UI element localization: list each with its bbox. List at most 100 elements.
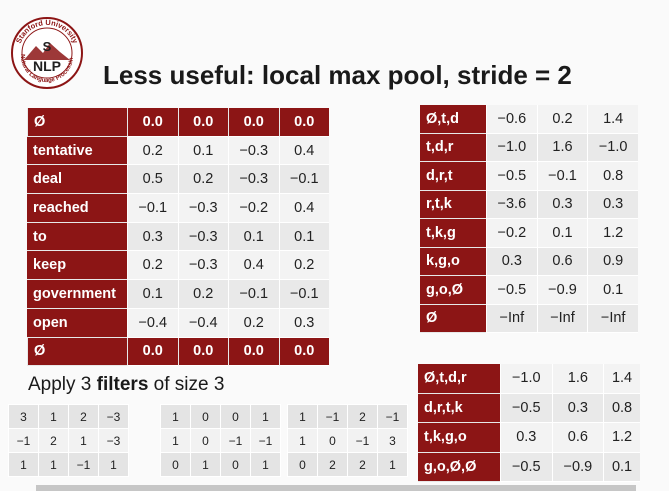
value-cell: −0.4 — [127, 308, 178, 338]
filter-cell: 1 — [160, 404, 191, 429]
value-cell: 0.0 — [278, 108, 329, 137]
filter-cell: −3 — [98, 404, 129, 429]
row-label: Ø,t,d,r — [418, 364, 500, 394]
value-cell: −0.2 — [486, 219, 537, 248]
filter-cell: 2 — [347, 452, 378, 477]
filter-cell: −1 — [220, 428, 251, 453]
value-cell: 0.9 — [587, 247, 638, 276]
filter-cell: 1 — [38, 404, 69, 429]
value-cell: 0.1 — [603, 452, 640, 482]
table-row: t,k,g,o 0.3 0.6 1.2 — [418, 423, 640, 453]
filter-row: 1 0 −1 3 — [287, 428, 408, 453]
filter-cell: 1 — [250, 452, 281, 477]
filter-cell: −1 — [8, 428, 39, 453]
table-row: deal 0.5 0.2 −0.3 −0.1 — [27, 165, 329, 195]
value-cell: 1.2 — [587, 219, 638, 248]
row-label: k,g,o — [420, 247, 486, 276]
value-cell: −0.3 — [177, 222, 228, 252]
filter-cell: −1 — [68, 452, 99, 477]
pooled-output-table: Ø,t,d,r −1.0 1.6 1.4 d,r,t,k −0.5 0.3 0.8 t,k,g,… — [418, 364, 640, 482]
value-cell: 1.4 — [603, 364, 640, 394]
apply-filters-text: Apply 3 filters of size 3 — [28, 374, 224, 396]
value-cell: 0.3 — [536, 190, 588, 219]
value-cell: 0.0 — [278, 337, 329, 367]
value-cell: 0.0 — [127, 108, 178, 137]
filter-cell: 0 — [190, 428, 221, 453]
table-row: d,r,t −0.5 −0.1 0.8 — [420, 162, 638, 191]
logo-s-letter: S — [43, 39, 52, 54]
row-label: d,r,t,k — [418, 393, 500, 423]
value-cell: 0.1 — [536, 219, 588, 248]
value-cell: 0.2 — [177, 280, 228, 309]
table-row: t,d,r −1.0 1.6 −1.0 — [420, 133, 638, 162]
stanford-nlp-logo: Stanford University Natural Language Pro… — [10, 16, 83, 89]
filter-row: 1 1 −1 1 — [8, 452, 129, 477]
filter-1-table: 3 1 2 −3 −1 2 1 −3 1 1 −1 1 — [8, 404, 129, 477]
filter-cell: 1 — [377, 452, 408, 477]
value-cell: 0.0 — [177, 108, 228, 137]
row-label: t,k,g — [420, 219, 486, 248]
value-cell: 0.5 — [127, 165, 178, 195]
row-label: deal — [27, 165, 127, 195]
table-row: to 0.3 −0.3 0.1 0.1 — [27, 222, 329, 252]
table-row: open −0.4 −0.4 0.2 0.3 — [27, 308, 329, 338]
value-cell: 1.2 — [603, 423, 640, 453]
row-label: to — [27, 222, 127, 252]
value-cell: −3.6 — [486, 190, 537, 219]
header-row: Ø 0.0 0.0 0.0 0.0 — [27, 108, 329, 137]
value-cell: 0.4 — [278, 194, 329, 223]
filter-row: −1 2 1 −3 — [8, 428, 129, 453]
value-cell: −0.3 — [177, 194, 228, 223]
value-cell: 0.3 — [500, 423, 552, 453]
value-cell: −0.1 — [536, 162, 588, 191]
table-row: Ø,t,d −0.6 0.2 1.4 — [420, 105, 638, 134]
row-label: government — [27, 280, 127, 309]
value-cell: 0.0 — [177, 337, 228, 367]
video-progress-bar[interactable] — [36, 485, 636, 491]
row-label: reached — [27, 194, 127, 223]
value-cell: −Inf — [486, 304, 537, 333]
filter-cell: 0 — [160, 452, 191, 477]
value-cell: 0.6 — [536, 247, 588, 276]
filter-cell: −1 — [347, 428, 378, 453]
row-label: t,d,r — [420, 133, 486, 162]
value-cell: 0.6 — [551, 423, 604, 453]
row-label: g,o,Ø — [420, 276, 486, 305]
filter-3-table: 1 −1 2 −1 1 0 −1 3 0 2 2 1 — [287, 404, 408, 477]
filter-cell: −1 — [250, 428, 281, 453]
row-label: g,o,Ø,Ø — [418, 452, 500, 482]
filter-row: 1 0 −1 −1 — [160, 428, 281, 453]
table-row: g,o,Ø −0.5 −0.9 0.1 — [420, 276, 638, 305]
value-cell: −0.9 — [551, 452, 604, 482]
filter-cell: 1 — [190, 452, 221, 477]
table-row: tentative 0.2 0.1 −0.3 0.4 — [27, 136, 329, 166]
filter-cell: 0 — [190, 404, 221, 429]
apply-bold: filters — [96, 374, 149, 395]
value-cell: −0.5 — [486, 162, 537, 191]
value-cell: 0.3 — [486, 247, 537, 276]
value-cell: 0.8 — [587, 162, 638, 191]
value-cell: −0.4 — [177, 308, 228, 338]
value-cell: −Inf — [587, 304, 638, 333]
value-cell: 0.2 — [177, 165, 228, 195]
filter-row: 3 1 2 −3 — [8, 404, 129, 429]
value-cell: 0.1 — [177, 136, 228, 166]
filter-cell: −1 — [377, 404, 408, 429]
filter-cell: 2 — [38, 428, 69, 453]
value-cell: 0.1 — [587, 276, 638, 305]
value-cell: −0.3 — [177, 251, 228, 281]
value-cell: −1.0 — [486, 133, 537, 162]
value-cell: −1.0 — [587, 133, 638, 162]
filter-cell: 2 — [317, 452, 348, 477]
filter-cell: 0 — [220, 404, 251, 429]
value-cell: 0.0 — [127, 337, 178, 367]
filter-cell: 1 — [8, 452, 39, 477]
value-cell: 1.6 — [536, 133, 588, 162]
value-cell: 0.2 — [127, 251, 178, 281]
footer-row: Ø 0.0 0.0 0.0 0.0 — [27, 337, 329, 367]
value-cell: −Inf — [536, 304, 588, 333]
input-matrix-table: Ø 0.0 0.0 0.0 0.0 tentative 0.2 0.1 −0.3 0.4 deal 0… — [27, 108, 329, 367]
row-label: r,t,k — [420, 190, 486, 219]
apply-suffix: of size 3 — [148, 374, 225, 395]
